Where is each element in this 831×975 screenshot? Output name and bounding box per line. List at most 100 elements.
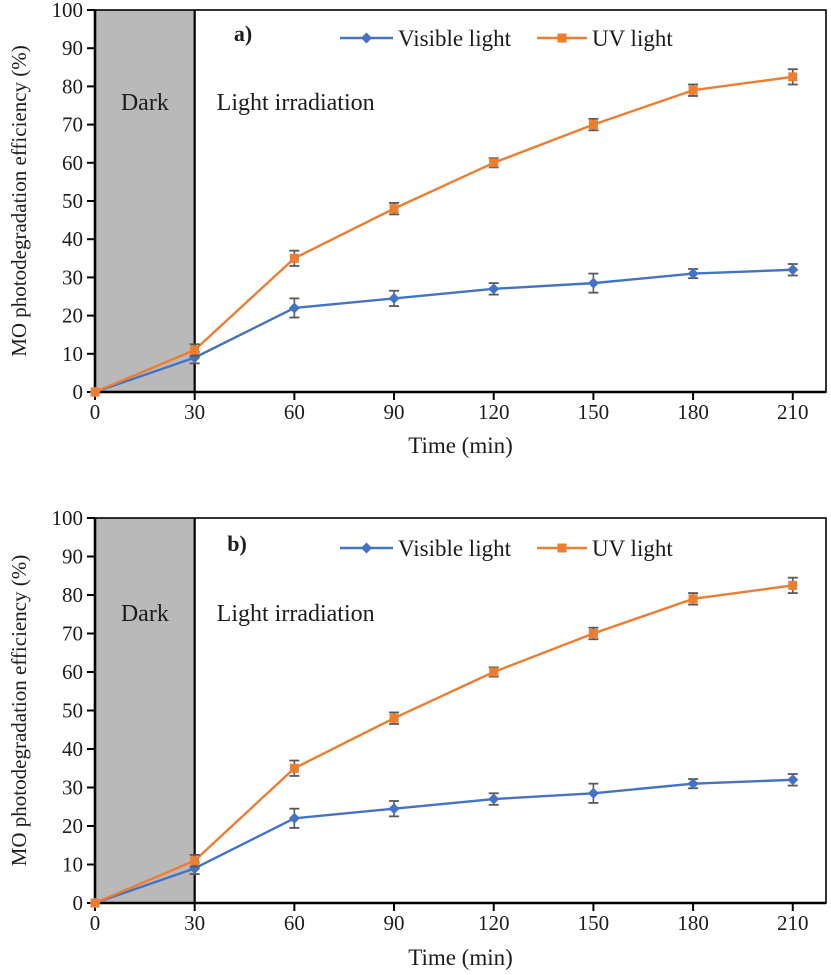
series-line	[94, 778, 793, 905]
y-tick-label: 30	[62, 776, 83, 800]
x-tick-label: 30	[184, 400, 205, 424]
x-tick-label: 60	[284, 400, 305, 424]
y-tick-label: 60	[62, 660, 83, 684]
data-point-marker	[787, 774, 799, 786]
data-point-marker	[189, 862, 201, 874]
data-point-marker	[688, 594, 698, 604]
data-point-marker	[289, 253, 299, 263]
data-point-marker	[588, 629, 598, 638]
x-tick-label: 210	[777, 911, 809, 935]
y-tick-label: 90	[62, 545, 83, 569]
data-point-marker	[489, 158, 499, 168]
y-tick-label: 70	[62, 113, 83, 137]
series-visible-light	[89, 263, 799, 398]
x-tick-label: 120	[478, 911, 510, 935]
panel-label: b)	[227, 531, 247, 556]
y-tick-label: 0	[73, 380, 84, 404]
legend-diamond-marker	[361, 32, 372, 44]
data-point-marker	[588, 120, 598, 130]
data-point-marker	[687, 268, 699, 280]
annotation-dark: Dark	[121, 601, 169, 627]
chart-a-svg: 0 10 20 30 40 50 60 70 80 90 100 0 30 60 90 120 150 180 21…	[7, 0, 827, 458]
y-tick-label: 50	[62, 699, 83, 723]
data-point-marker	[190, 345, 200, 355]
data-point-marker	[488, 793, 500, 805]
legend-item-uv-light: UV light	[537, 26, 673, 51]
dark-region	[95, 518, 195, 903]
y-tick-label: 90	[62, 36, 83, 60]
x-tick-label: 30	[184, 911, 205, 935]
y-tick-label: 70	[62, 622, 83, 646]
x-tick-label: 180	[677, 911, 709, 935]
legend: Visible light UV light	[340, 536, 673, 561]
data-point-marker	[587, 787, 599, 799]
legend-label: UV light	[592, 26, 673, 51]
x-tick-label: 60	[284, 911, 305, 935]
y-tick-label: 30	[62, 265, 83, 289]
x-tick-label: 150	[578, 400, 610, 424]
x-axis-title: Time (min)	[408, 433, 513, 458]
data-point-marker	[288, 302, 300, 314]
x-tick-label: 90	[384, 911, 405, 935]
y-axis-title: MO photodegradation efficiency (%)	[7, 555, 31, 867]
annotation-dark: Dark	[121, 90, 169, 116]
legend-square-marker	[557, 33, 567, 43]
chart-panel-a: 0 10 20 30 40 50 60 70 80 90 100 0 30 60 90 120 150 180 21…	[7, 0, 827, 458]
data-point-marker	[788, 580, 798, 590]
panel-label: a)	[234, 21, 252, 46]
x-tick-label: 180	[677, 400, 709, 424]
legend-item-uv-light: UV light	[537, 536, 673, 561]
legend-label: Visible light	[398, 26, 512, 51]
y-tick-label: 40	[62, 227, 83, 251]
legend-item-visible-light: Visible light	[340, 26, 512, 51]
y-tick-label: 50	[62, 189, 83, 213]
data-point-marker	[687, 778, 699, 790]
x-tick-label: 150	[578, 911, 610, 935]
legend-label: Visible light	[398, 536, 512, 561]
data-point-marker	[688, 85, 698, 95]
data-point-marker	[388, 803, 400, 815]
plot-box	[94, 9, 827, 393]
x-tick-label: 210	[777, 400, 809, 424]
x-tick-label: 0	[90, 400, 101, 424]
legend: Visible light UV light	[340, 26, 673, 51]
y-tick-label: 80	[62, 74, 83, 98]
series-uv-light	[90, 68, 798, 397]
y-tick-label: 10	[62, 342, 83, 366]
y-tick-label: 0	[73, 891, 84, 915]
series-line	[94, 75, 793, 394]
series-line	[94, 268, 793, 394]
data-point-marker	[190, 856, 200, 866]
data-point-marker	[587, 277, 599, 289]
legend-label: UV light	[592, 536, 673, 561]
x-tick-label: 120	[478, 400, 510, 424]
data-point-marker	[389, 204, 399, 214]
annotation-light-irradiation: Light irradiation	[217, 601, 375, 627]
series-line	[94, 584, 793, 905]
data-point-marker	[488, 283, 500, 295]
y-tick-label: 100	[52, 506, 84, 530]
series-uv-light	[90, 576, 798, 908]
y-tick-label: 40	[62, 737, 83, 761]
plot-box	[94, 517, 827, 904]
annotation-light-irradiation: Light irradiation	[217, 90, 375, 116]
legend-square-marker	[557, 543, 567, 553]
y-tick-label: 10	[62, 853, 83, 877]
data-point-marker	[489, 667, 499, 677]
legend-item-visible-light: Visible light	[340, 536, 512, 561]
data-point-marker	[788, 72, 798, 82]
data-point-marker	[787, 264, 799, 276]
y-tick-label: 60	[62, 151, 83, 175]
data-point-marker	[90, 898, 100, 908]
x-tick-label: 0	[90, 911, 101, 935]
data-point-marker	[289, 763, 299, 773]
y-tick-label: 20	[62, 814, 83, 838]
y-tick-label: 80	[62, 583, 83, 607]
data-point-marker	[288, 812, 300, 824]
data-point-marker	[388, 292, 400, 304]
chart-panel-b: 0 10 20 30 40 50 60 70 80 90 100 0 30 60 90 120 150 180 21…	[0, 488, 831, 975]
dark-region	[95, 10, 195, 392]
y-tick-label: 100	[52, 0, 84, 22]
y-tick-label: 20	[62, 304, 83, 328]
